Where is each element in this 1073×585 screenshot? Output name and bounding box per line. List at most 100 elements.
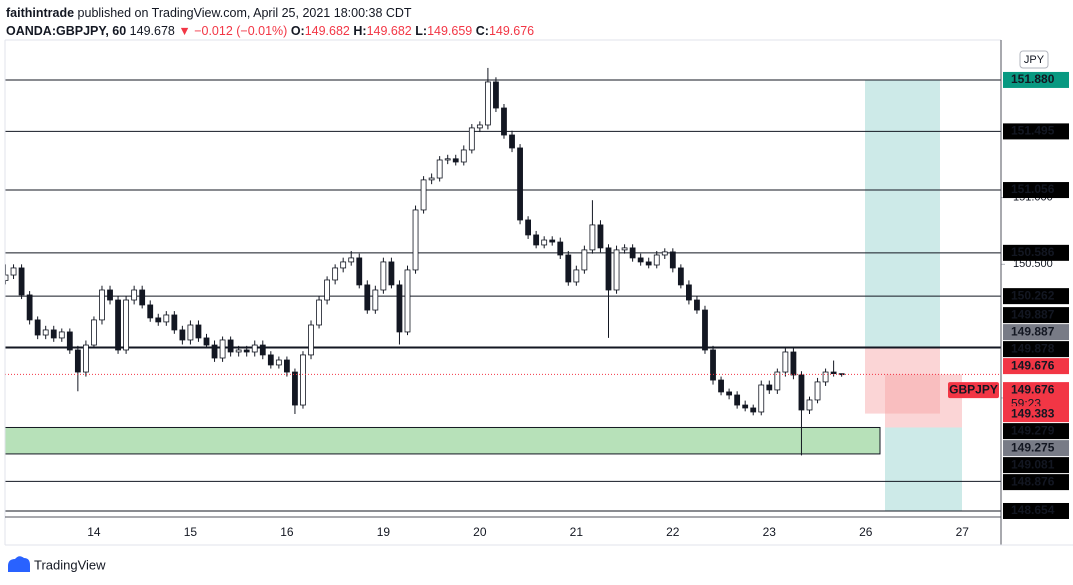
candle-body [83, 344, 89, 373]
candle-body [677, 267, 684, 286]
candle-body [476, 124, 483, 129]
candle-body [806, 399, 813, 411]
price-label: 149.887 [1011, 324, 1055, 338]
candle-body [340, 261, 347, 269]
candle-body [26, 294, 33, 321]
price-label: 149.383 [1011, 406, 1055, 420]
candle-body [259, 344, 266, 356]
candle-body [613, 249, 620, 291]
candle-body [356, 257, 363, 286]
candle-body [621, 247, 628, 251]
candle-body [557, 241, 564, 256]
candle-body [50, 329, 57, 339]
candle-body [267, 354, 274, 366]
c-label: C: [475, 24, 489, 38]
candle-body [219, 339, 226, 359]
candle-body [766, 384, 773, 391]
candle-body [171, 314, 178, 331]
candle-body [155, 317, 162, 323]
x-tick-label: 27 [956, 525, 970, 539]
price-label-box [1003, 423, 1069, 440]
candle-body [444, 158, 451, 161]
header-line: faithintrade published on TradingView.co… [6, 4, 534, 22]
candle-body [694, 299, 700, 311]
candle-body [589, 224, 596, 251]
candle-body [404, 269, 411, 333]
price-label: 148.876 [1011, 474, 1055, 488]
candle-body [18, 267, 25, 296]
candle-body [726, 391, 732, 396]
candle-body [661, 251, 668, 256]
last: 149.678 [129, 24, 175, 38]
candle-body [653, 254, 660, 266]
candle-body [549, 239, 556, 243]
candle-body [203, 337, 210, 346]
candle-body [573, 269, 580, 283]
candle-body [412, 209, 419, 271]
candle-body [525, 219, 531, 236]
price-label: 149.676 [1011, 382, 1055, 396]
candle-body [541, 239, 548, 246]
price-label-box [1003, 440, 1069, 457]
price-label: 149.676 [1011, 358, 1055, 372]
candle-body [364, 284, 371, 311]
candle-body [782, 351, 789, 373]
candle-body [774, 371, 781, 391]
candle-body [493, 81, 499, 109]
price-label-box [1003, 71, 1069, 88]
candle-body [58, 331, 65, 339]
zone [865, 347, 940, 414]
close: 149.676 [488, 24, 535, 38]
price-label-box [1003, 358, 1069, 375]
candle-body [123, 299, 129, 351]
price-label-box [1003, 341, 1069, 358]
price-label: 151.880 [1011, 72, 1055, 86]
candle-body [509, 134, 515, 149]
candle-body [814, 381, 821, 401]
candle-body [452, 158, 459, 163]
candle-body [629, 247, 636, 259]
candle-body [388, 261, 395, 286]
price-label: 149.279 [1011, 423, 1055, 437]
candle-body [484, 81, 491, 126]
logo-icon [8, 556, 30, 572]
candle-body [822, 371, 829, 383]
candle-body [686, 284, 692, 301]
price-label-box [1003, 244, 1069, 261]
price-label: 151.056 [1011, 182, 1055, 196]
candle-body [187, 324, 194, 341]
header-line: OANDA:GBPJPY, 60 149.678 ▼ −0.012 (−0.01… [6, 22, 534, 40]
price-label-box [1003, 182, 1069, 199]
price-label: 149.887 [1011, 307, 1055, 321]
candle-body [99, 289, 105, 321]
candle-body [147, 304, 154, 319]
candle-body [460, 149, 467, 163]
price-label-box [1003, 406, 1069, 423]
candle-body [597, 224, 604, 249]
candle-body [34, 319, 41, 336]
candle-body [645, 261, 652, 266]
candle-body [565, 254, 572, 283]
candle-body [718, 379, 724, 393]
candle-body [501, 107, 507, 136]
currency: JPY [1024, 54, 1045, 66]
candle-body [637, 257, 644, 263]
candle-body [830, 371, 837, 375]
price-label: 150.586 [1011, 245, 1055, 259]
price-label-box [1003, 123, 1069, 140]
price-label: 150.262 [1011, 288, 1055, 302]
h-label: H: [353, 24, 367, 38]
price-label: 149.878 [1011, 341, 1055, 355]
candle-body [710, 349, 716, 381]
change: −0.012 (−0.01%) [194, 24, 288, 38]
candle-body [790, 351, 797, 376]
symbol: OANDA:GBPJPY, 60 [6, 24, 127, 38]
candle-body [380, 261, 387, 291]
candle-body [436, 159, 443, 179]
price-label-box [1003, 324, 1069, 341]
x-tick-label: 16 [280, 525, 294, 539]
currency-box [1019, 50, 1049, 69]
candle-body [283, 359, 290, 373]
candle-body [308, 324, 314, 356]
